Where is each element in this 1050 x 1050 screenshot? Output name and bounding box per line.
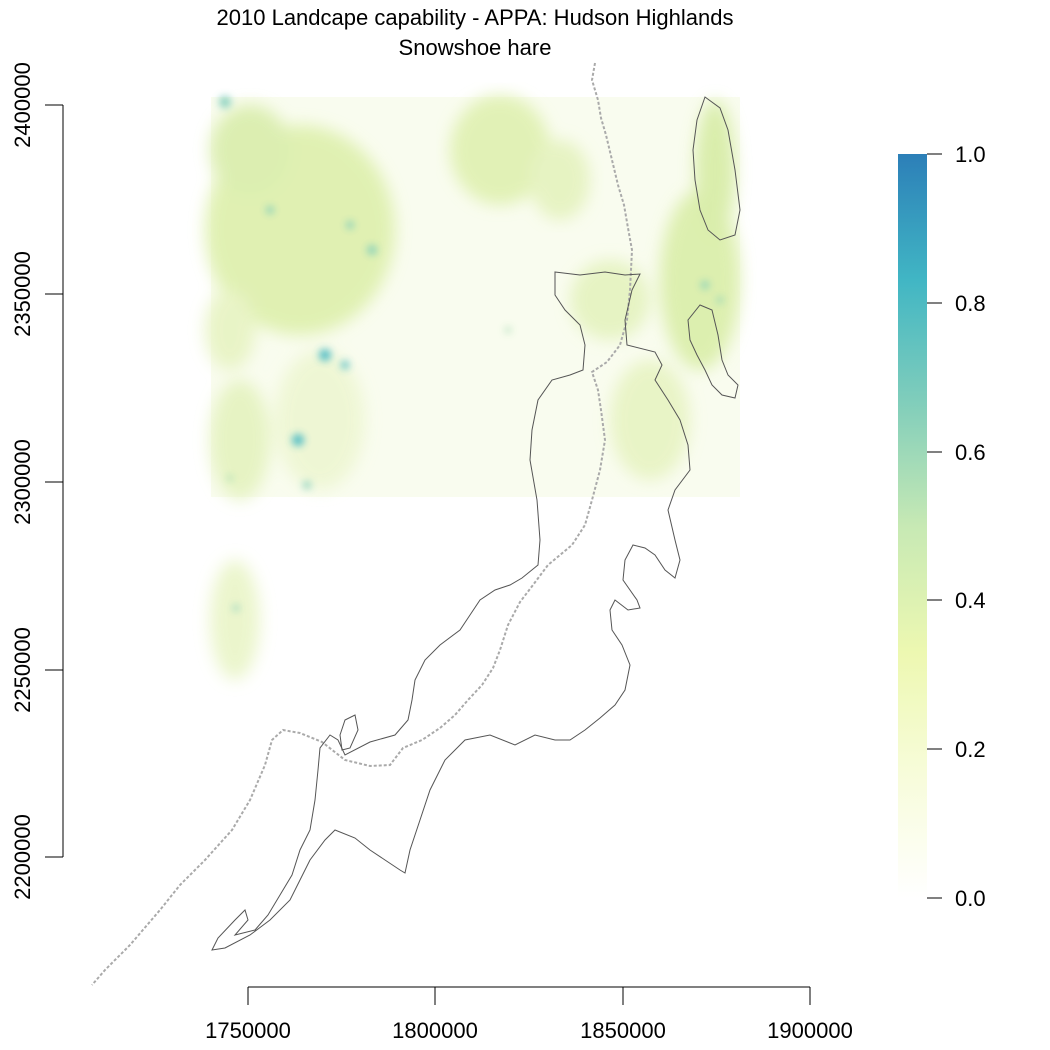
legend-label: 0.0 — [955, 886, 986, 911]
x-tick-label: 1750000 — [205, 1018, 291, 1043]
y-tick-label: 2300000 — [10, 439, 35, 525]
legend-label: 0.8 — [955, 291, 986, 316]
legend-colorbar — [898, 153, 942, 899]
y-tick-label: 2200000 — [10, 814, 35, 900]
x-axis — [247, 986, 811, 1005]
legend-label: 0.2 — [955, 737, 986, 762]
y-tick-label: 2350000 — [10, 251, 35, 337]
legend-label: 0.6 — [955, 440, 986, 465]
legend-label: 0.4 — [955, 588, 986, 613]
y-axis — [45, 104, 64, 858]
y-tick-label: 2250000 — [10, 627, 35, 713]
legend-label: 1.0 — [955, 142, 986, 167]
capability-raster — [205, 95, 740, 680]
map-title: 2010 Landcape capability - APPA: Hudson … — [216, 5, 734, 30]
map-subtitle: Snowshoe hare — [398, 35, 552, 60]
x-tick-label: 1900000 — [767, 1018, 853, 1043]
x-tick-label: 1800000 — [392, 1018, 478, 1043]
y-tick-label: 2400000 — [10, 62, 35, 148]
x-tick-label: 1850000 — [580, 1018, 666, 1043]
appa-boundary — [211, 96, 741, 951]
